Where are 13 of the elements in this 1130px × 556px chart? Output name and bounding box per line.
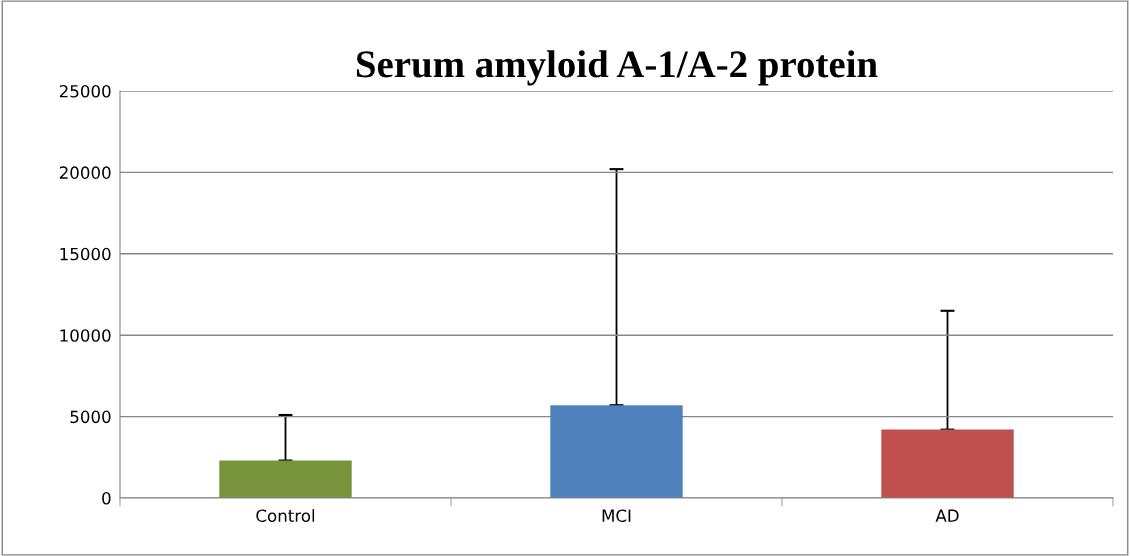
x-tick-label: Control: [256, 509, 315, 523]
bar: [881, 429, 1014, 498]
chart-title: Serum amyloid A-1/A-2 protein: [356, 50, 878, 86]
y-tick-label: 20000: [59, 166, 111, 179]
bar: [550, 405, 683, 498]
x-tick-label: MCI: [602, 509, 631, 523]
y-tick-label: 5000: [70, 410, 111, 424]
bar: [219, 460, 352, 498]
y-tick-label: 25000: [59, 84, 111, 98]
x-tick-label: AD: [935, 509, 959, 522]
y-tick-label: 10000: [60, 329, 111, 342]
y-tick-label: 15000: [60, 247, 111, 261]
y-tick-label: 0: [102, 491, 111, 505]
